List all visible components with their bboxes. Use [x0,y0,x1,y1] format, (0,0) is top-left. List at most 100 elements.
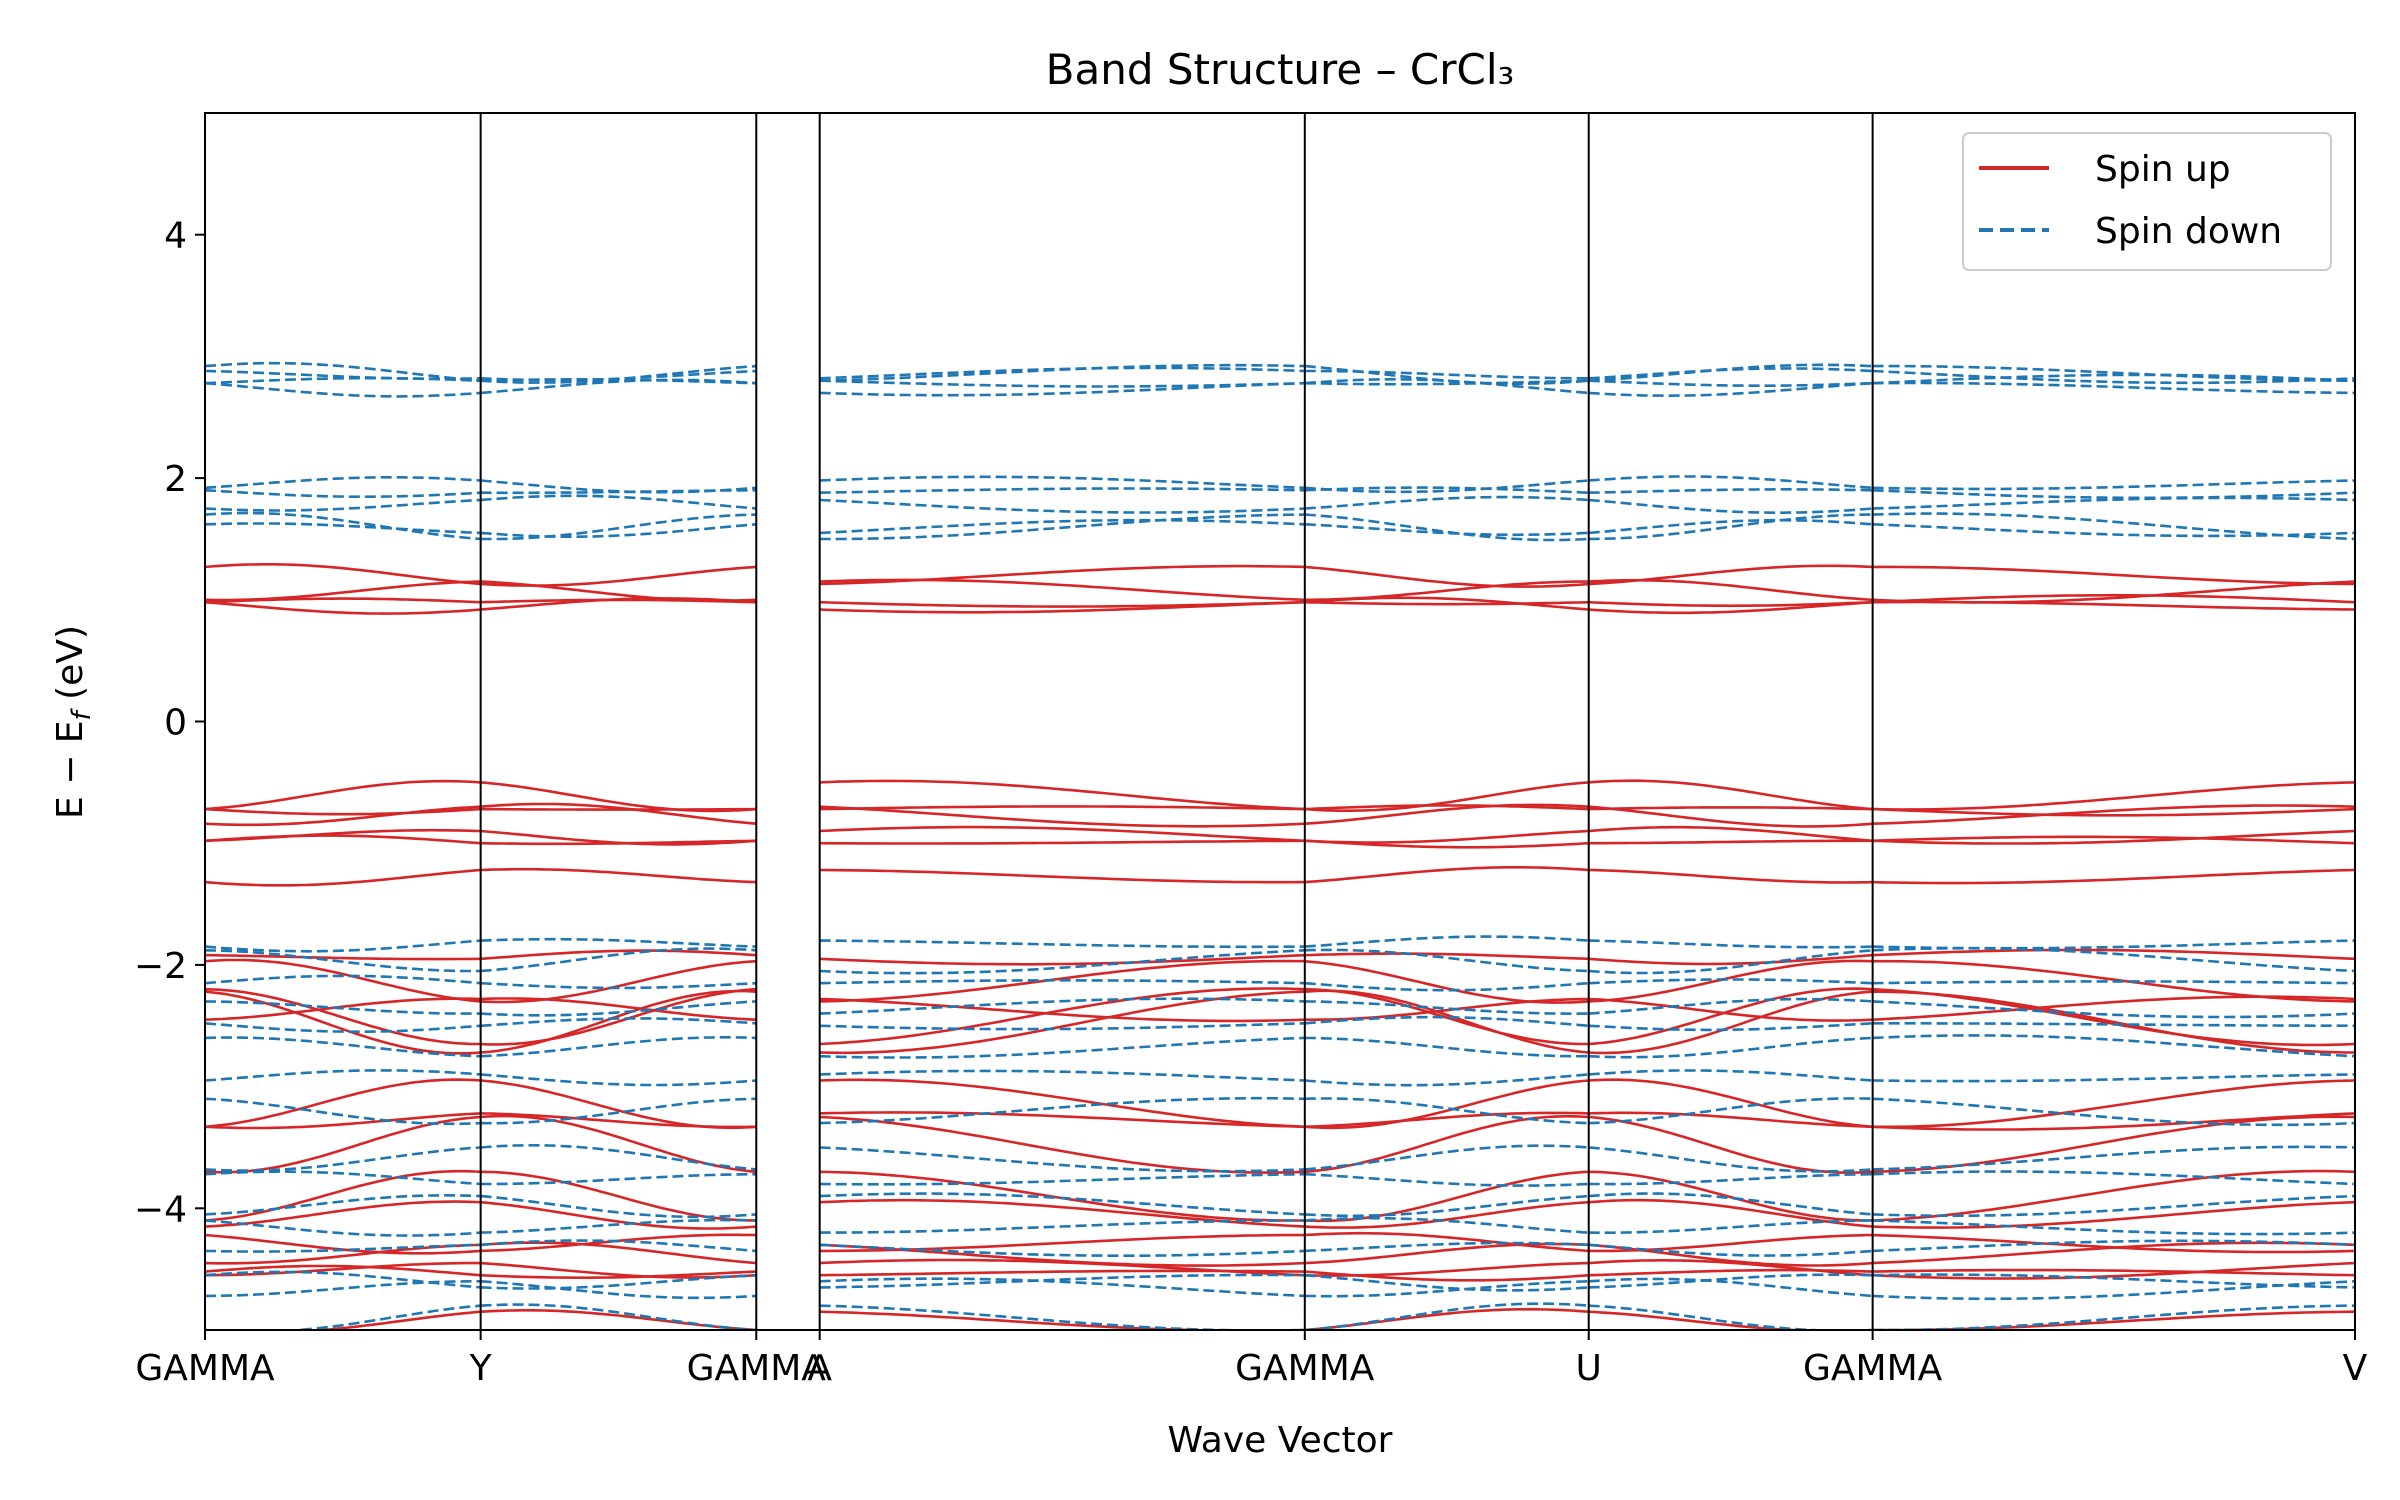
band-line [1588,997,1873,1022]
band-line [480,1303,757,1330]
band-line [819,1022,1305,1031]
band-line [205,1304,481,1330]
band-line [1588,953,1873,966]
band-line [1304,1200,1589,1229]
y-axis-label-unit: (eV) [50,625,91,711]
band-line [1588,1219,1873,1234]
band-line [1872,1169,2355,1222]
band-line [480,1218,757,1234]
band-line [1588,363,1873,382]
band-line [819,987,1305,1046]
band-line [819,1111,1305,1129]
band-line [819,839,1305,845]
band-line [1304,523,1589,537]
band-line [1304,495,1589,510]
band-line [1872,980,2355,985]
band-line [819,825,1305,843]
band-line [1872,489,2355,500]
band-line [480,989,757,1054]
band-line [1588,779,1873,811]
y-tick-label: 0 [164,703,187,744]
band-line [205,953,481,961]
band-line [480,807,757,811]
band-line [1304,1079,1589,1130]
band-line [1588,600,1873,615]
band-line [1588,805,1873,828]
band-line [1304,600,1589,606]
band-line [480,1112,757,1129]
band-line [480,947,757,973]
band-line [1872,1219,2355,1236]
chart-title: Band Structure – CrCl₃ [1046,45,1515,94]
band-line [480,1241,757,1265]
band-line [1588,978,1873,985]
band-line [205,511,481,541]
band-line [1872,364,2355,382]
band-line [1588,1170,1873,1222]
band-line [480,580,757,602]
band-line [819,1273,1305,1289]
band-line [1872,479,2355,491]
band-line [205,597,481,604]
band-line [819,381,1305,397]
band-line [1304,803,1589,825]
series-spin-down [205,361,2355,1330]
y-axis-label: E − Ef (eV) [50,625,97,819]
band-line [205,868,481,887]
band-line [1588,1243,1873,1267]
band-line [819,1146,1305,1173]
band-line [819,779,1305,811]
band-line [819,518,1305,535]
band-line [205,958,481,1003]
band-line [819,1310,1305,1330]
legend-box [1962,132,2332,271]
series-spin-up [205,563,2355,1330]
band-line [819,379,1305,388]
band-line [1588,600,1873,608]
band-line [1304,989,1589,1054]
band-line [1588,1310,1873,1330]
band-line [1304,565,1589,588]
band-line [1304,1307,1589,1330]
band-line [1872,1200,2355,1229]
band-line [1872,835,2355,845]
band-line [480,987,757,1046]
band-line [1872,373,2355,385]
band-line [1304,987,1589,1046]
band-line [205,381,481,398]
band-line [480,1239,757,1253]
band-line [1872,1022,2355,1028]
band-line [205,1261,481,1277]
band-line [205,580,481,602]
band-line [480,959,757,1004]
band-line [480,867,757,884]
y-tick-label: 2 [164,459,187,500]
band-line [1872,868,2355,885]
band-line [819,997,1305,1023]
band-line [480,781,757,813]
band-line [1872,781,2355,811]
band-line [819,949,1305,975]
band-line [480,1172,757,1186]
band-line [480,981,757,990]
band-line [205,807,481,816]
band-line [1588,806,1873,811]
band-line [1588,518,1873,535]
band-line [819,805,1305,828]
band-line [1304,1115,1589,1174]
band-line [480,1000,757,1017]
band-line [480,937,757,948]
band-line [819,1192,1305,1216]
band-line [1872,1310,2355,1330]
band-line [1304,781,1589,812]
y-axis: −4 −2 0 2 4 [134,216,205,1230]
band-line [1872,381,2355,395]
band-line [1304,1261,1589,1277]
y-tick-label: 4 [164,216,187,257]
band-line [1304,1073,1589,1087]
x-tick-label: V [2343,1348,2368,1389]
x-tick-label: Y [469,1348,493,1389]
band-line [819,1172,1305,1186]
band-line [205,949,481,973]
band-line [480,378,757,385]
